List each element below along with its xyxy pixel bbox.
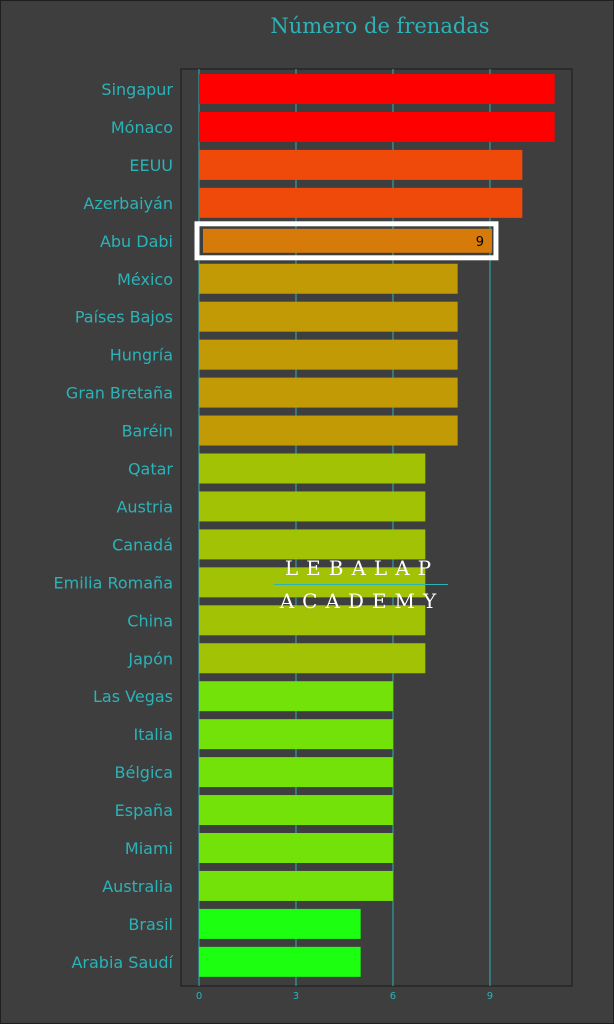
watermark-rule: [274, 584, 448, 585]
watermark-logo: LEBALAP ACADEMY: [262, 552, 462, 617]
bar-mexico: [199, 263, 458, 294]
category-label-arabia-saudi: Arabia Saudí: [71, 953, 173, 972]
watermark-line1: LEBALAP: [284, 556, 440, 580]
x-tick-3: 3: [293, 991, 299, 1002]
category-label-las-vegas: Las Vegas: [93, 687, 173, 706]
bar-austria: [199, 491, 426, 522]
bar-japon: [199, 643, 426, 674]
category-label-emilia-romana: Emilia Romaña: [54, 573, 173, 592]
bar-las-vegas: [199, 681, 393, 712]
category-label-hungria: Hungría: [110, 346, 173, 365]
category-label-austria: Austria: [116, 497, 173, 516]
bar-qatar: [199, 453, 426, 484]
bar-monaco: [199, 111, 555, 142]
bar-china: [199, 605, 426, 636]
category-label-gran-bretana: Gran Bretaña: [66, 384, 173, 403]
bar-espana: [199, 795, 393, 826]
category-label-miami: Miami: [125, 839, 173, 858]
bar-italia: [199, 719, 393, 750]
category-label-azerbaiyan: Azerbaiyán: [83, 194, 173, 213]
category-label-abu-dabi: Abu Dabi: [100, 232, 173, 251]
category-label-espana: España: [115, 801, 173, 820]
bar-miami: [199, 833, 393, 863]
bar-barein: [199, 415, 458, 446]
highlight-box: [194, 221, 499, 261]
category-label-china: China: [127, 611, 173, 630]
plot-area: [180, 68, 573, 987]
category-label-belgica: Bélgica: [115, 763, 173, 782]
category-label-barein: Baréin: [122, 422, 173, 441]
category-label-australia: Australia: [102, 877, 173, 896]
bar-brasil: [199, 908, 361, 939]
category-label-singapur: Singapur: [101, 80, 173, 99]
category-label-eeuu: EEUU: [129, 156, 173, 175]
bars: 9: [194, 74, 555, 977]
category-label-brasil: Brasil: [128, 915, 173, 934]
x-tick-9: 9: [487, 991, 493, 1002]
bar-australia: [199, 870, 393, 901]
category-label-qatar: Qatar: [128, 460, 173, 479]
bar-belgica: [199, 757, 393, 788]
data-label-abu-dabi: 9: [476, 235, 484, 250]
bar-canada: [199, 529, 426, 560]
x-tick-0: 0: [196, 991, 202, 1002]
x-tick-labels: 0 3 6 9: [196, 991, 493, 1002]
category-label-canada: Canadá: [112, 535, 173, 554]
bar-abu-dabi: [203, 228, 492, 253]
bar-emilia-romana: [199, 567, 426, 598]
bar-eeuu: [199, 149, 523, 180]
bar-singapur: [199, 74, 555, 104]
bar-paises-bajos: [199, 301, 458, 332]
bar-hungria: [199, 339, 458, 370]
category-label-monaco: Mónaco: [111, 118, 173, 137]
bar-arabia-saudi: [199, 946, 361, 977]
category-label-japon: Japón: [127, 649, 173, 668]
bar-azerbaiyan: [199, 187, 523, 218]
category-labels: Singapur Mónaco EEUU Azerbaiyán Abu Dabi Méxi…: [54, 80, 174, 972]
category-label-italia: Italia: [134, 725, 174, 744]
category-label-paises-bajos: Países Bajos: [75, 308, 173, 327]
category-label-mexico: México: [117, 270, 173, 289]
watermark-line2: ACADEMY: [279, 589, 445, 613]
bar-gran-bretana: [199, 377, 458, 408]
chart-title: Número de frenadas: [270, 14, 490, 38]
x-tick-6: 6: [390, 991, 396, 1002]
